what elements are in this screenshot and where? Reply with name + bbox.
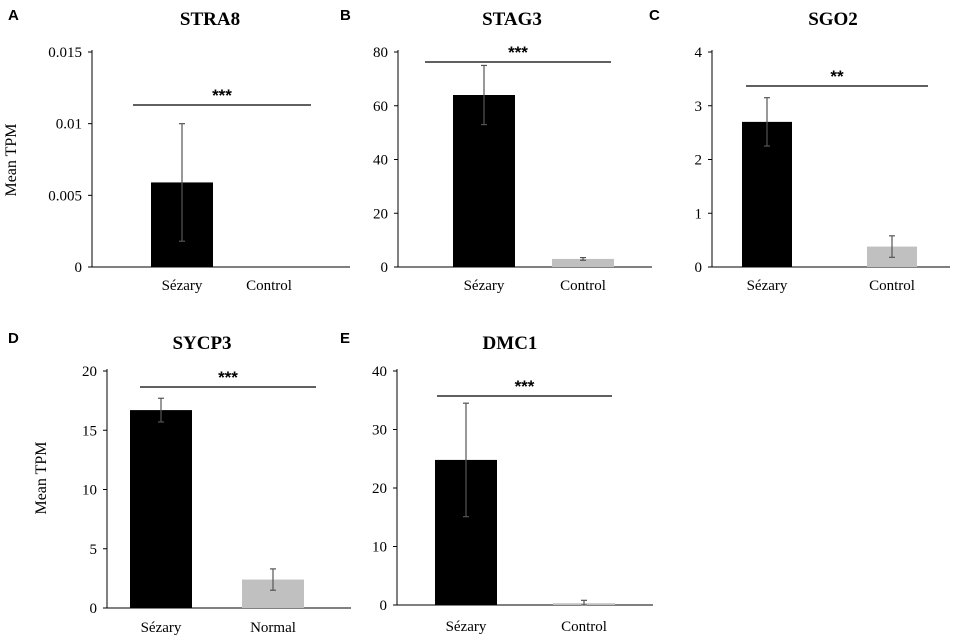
y-tick-label-a: 0.01 bbox=[56, 117, 82, 133]
chart-title-a: STRA8 bbox=[180, 9, 240, 30]
y-tick-label-b: 0 bbox=[381, 260, 389, 276]
y-tick-label-c: 3 bbox=[695, 99, 703, 115]
chart-title-b: STAG3 bbox=[482, 9, 542, 30]
y-tick-label-c: 1 bbox=[695, 206, 703, 222]
category-label-c-1: Control bbox=[869, 278, 915, 294]
y-tick-label-a: 0.015 bbox=[48, 45, 82, 61]
y-tick-label-a: 0.005 bbox=[48, 188, 82, 204]
chart-title-e: DMC1 bbox=[483, 333, 538, 354]
panel-letter-b: B bbox=[340, 7, 351, 24]
y-tick-label-b: 60 bbox=[373, 99, 388, 115]
significance-label-e: *** bbox=[515, 377, 535, 396]
y-tick-label-d: 5 bbox=[90, 542, 98, 558]
category-label-a-1: Control bbox=[246, 278, 292, 294]
category-label-e-1: Control bbox=[561, 619, 607, 635]
category-label-e-0: Sézary bbox=[446, 619, 487, 635]
y-tick-label-c: 2 bbox=[695, 153, 703, 169]
y-tick-label-b: 20 bbox=[373, 206, 388, 222]
category-label-d-0: Sézary bbox=[141, 620, 182, 636]
category-label-c-0: Sézary bbox=[747, 278, 788, 294]
y-tick-label-d: 0 bbox=[90, 601, 98, 617]
significance-label-c: ** bbox=[830, 67, 844, 86]
significance-label-a: *** bbox=[212, 86, 232, 105]
y-tick-label-d: 10 bbox=[82, 483, 97, 499]
significance-label-d: *** bbox=[218, 368, 238, 387]
y-tick-label-e: 40 bbox=[372, 364, 387, 380]
chart-title-c: SGO2 bbox=[808, 9, 858, 30]
y-axis-label-d: Mean TPM bbox=[33, 441, 50, 514]
y-tick-label-e: 10 bbox=[372, 540, 387, 556]
y-tick-label-a: 0 bbox=[75, 260, 83, 276]
category-label-b-1: Control bbox=[560, 278, 606, 294]
category-label-a-0: Sézary bbox=[162, 278, 203, 294]
y-tick-label-c: 4 bbox=[695, 45, 703, 61]
y-tick-label-e: 30 bbox=[372, 423, 387, 439]
y-tick-label-b: 80 bbox=[373, 45, 388, 61]
significance-label-b: *** bbox=[508, 43, 528, 62]
y-tick-label-d: 15 bbox=[82, 423, 97, 439]
y-tick-label-e: 0 bbox=[380, 598, 388, 614]
bar-d-0 bbox=[130, 410, 192, 608]
panel-letter-e: E bbox=[340, 330, 350, 347]
y-tick-label-c: 0 bbox=[695, 260, 703, 276]
category-label-d-1: Normal bbox=[250, 620, 296, 636]
panel-letter-c: C bbox=[649, 7, 660, 24]
y-tick-label-e: 20 bbox=[372, 481, 387, 497]
y-axis-label-a: Mean TPM bbox=[3, 123, 20, 196]
y-tick-label-d: 20 bbox=[82, 364, 97, 380]
bar-b-1 bbox=[552, 258, 614, 267]
panel-letter-d: D bbox=[8, 330, 19, 347]
category-label-b-0: Sézary bbox=[464, 278, 505, 294]
chart-title-d: SYCP3 bbox=[172, 333, 231, 354]
y-tick-label-b: 40 bbox=[373, 153, 388, 169]
panel-letter-a: A bbox=[8, 7, 19, 24]
